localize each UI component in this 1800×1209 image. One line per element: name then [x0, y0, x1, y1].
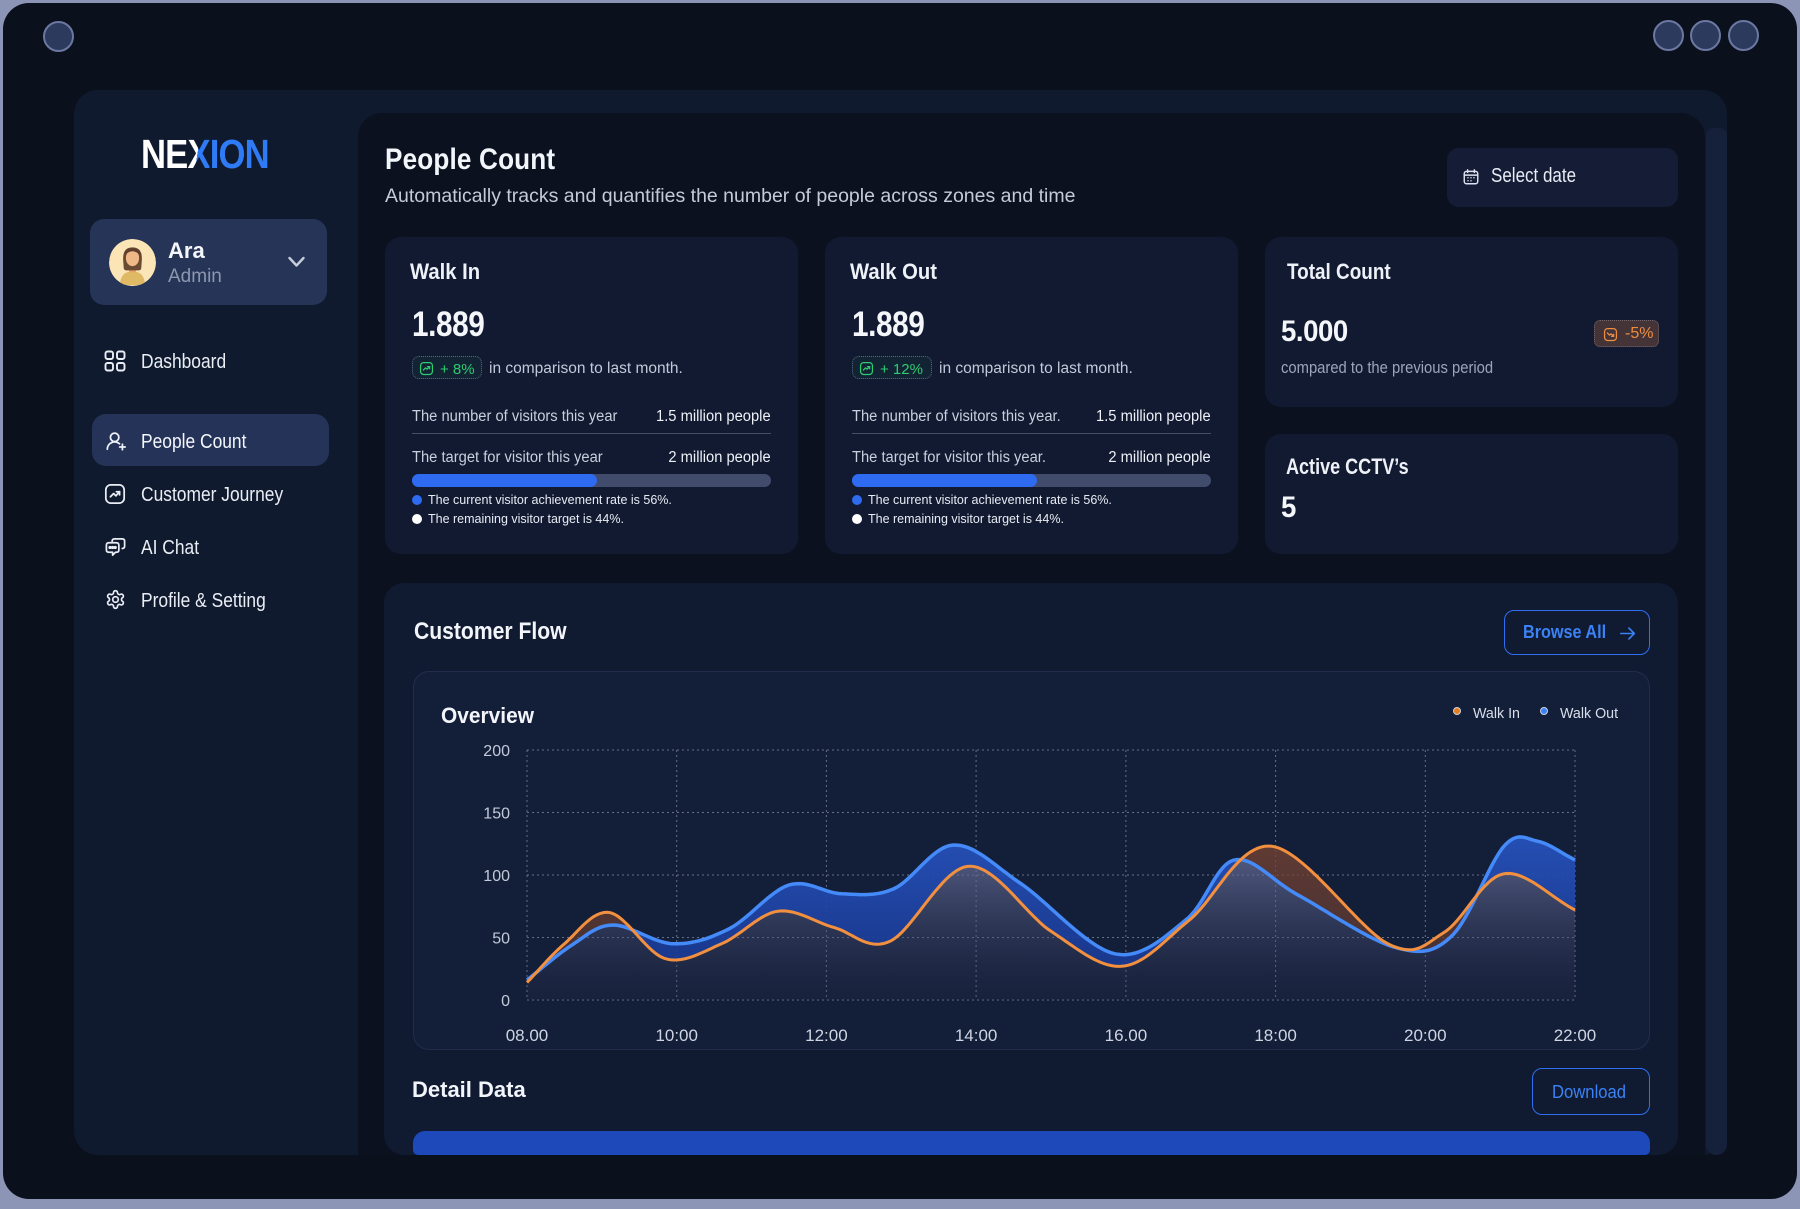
svg-text:50: 50 — [492, 931, 510, 948]
svg-text:16.00: 16.00 — [1105, 1026, 1148, 1045]
svg-text:10:00: 10:00 — [655, 1026, 698, 1045]
svg-text:200: 200 — [483, 743, 510, 760]
svg-text:22:00: 22:00 — [1554, 1026, 1597, 1045]
svg-text:08.00: 08.00 — [506, 1026, 549, 1045]
svg-text:100: 100 — [483, 868, 510, 885]
svg-text:150: 150 — [483, 806, 510, 823]
svg-text:12:00: 12:00 — [805, 1026, 848, 1045]
svg-text:18:00: 18:00 — [1254, 1026, 1297, 1045]
svg-text:14:00: 14:00 — [955, 1026, 998, 1045]
svg-text:20:00: 20:00 — [1404, 1026, 1447, 1045]
svg-text:0: 0 — [501, 993, 510, 1010]
